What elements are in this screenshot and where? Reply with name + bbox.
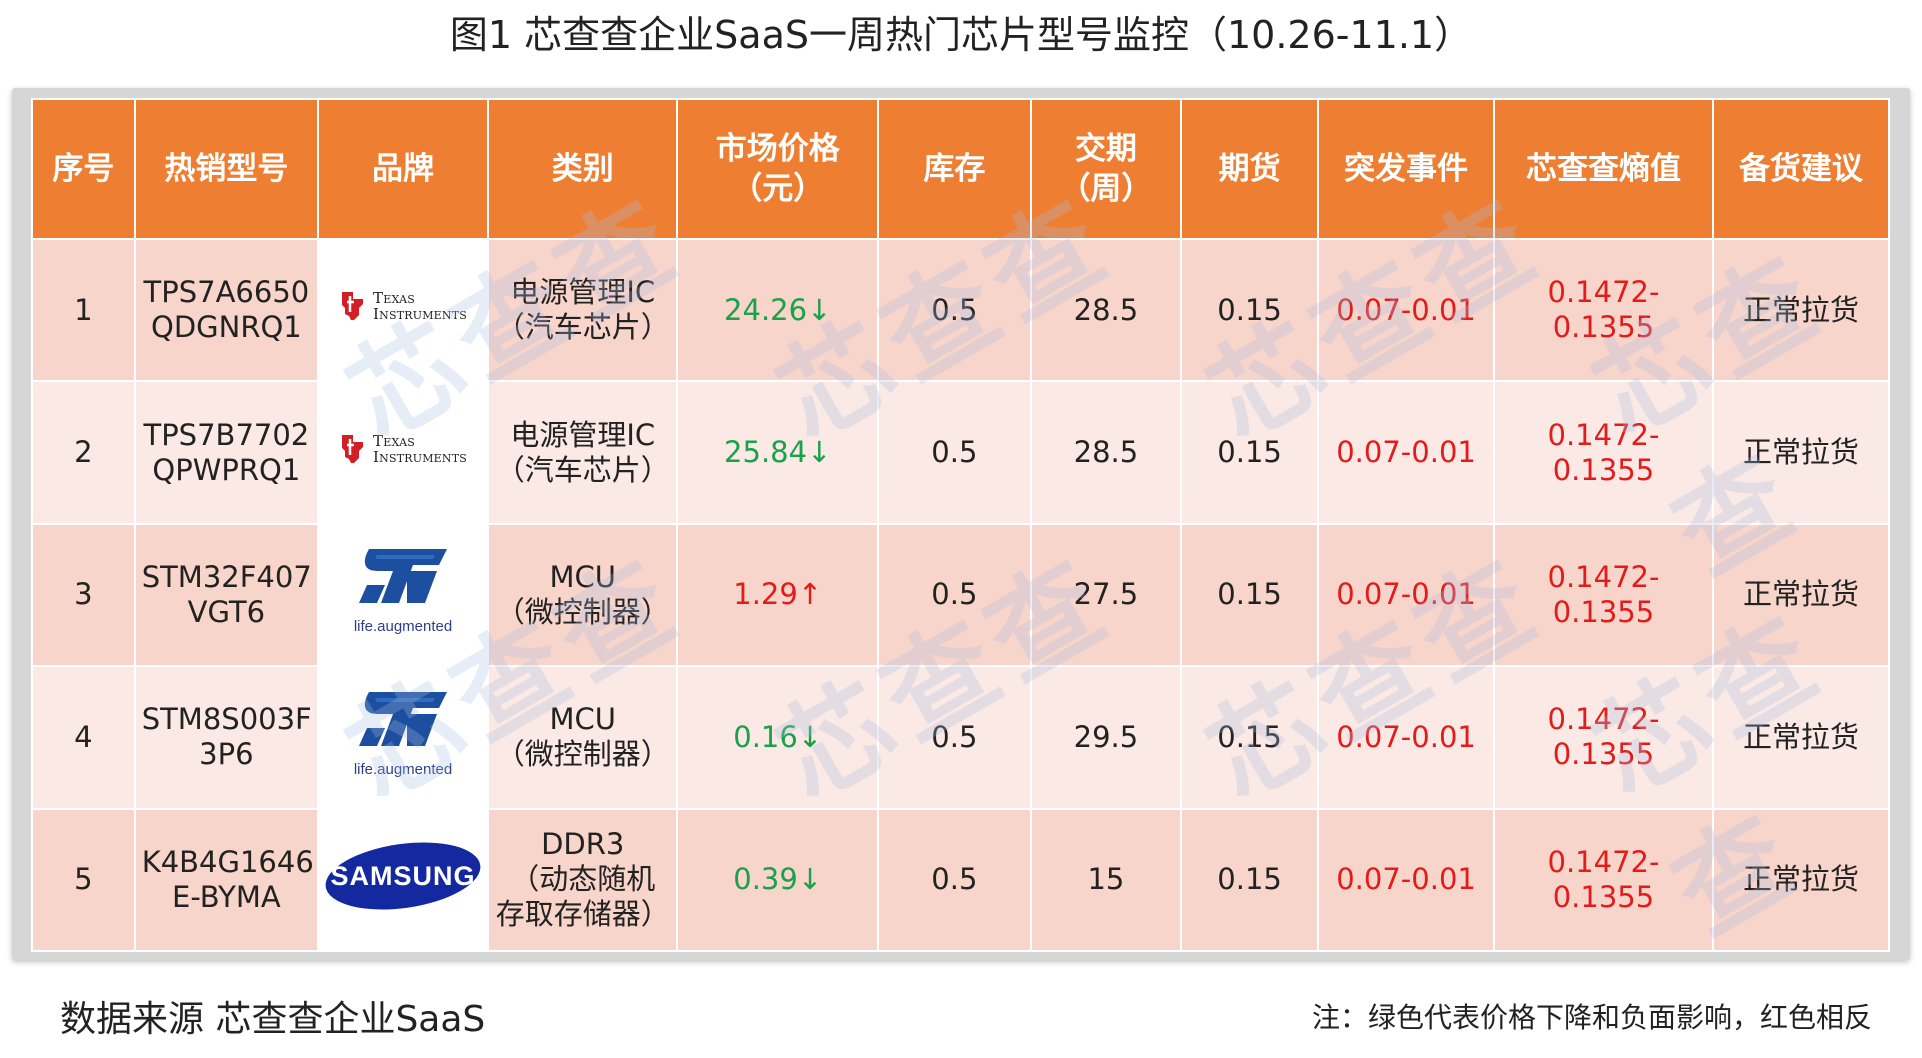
cell-model: STM8S003F 3P6	[133, 665, 320, 810]
cell-price: 0.39↓	[676, 807, 879, 953]
header-cell-category: 类别	[486, 98, 679, 240]
st-logo-mark-icon	[359, 549, 448, 604]
cell-event: 0.07-0.01	[1317, 807, 1496, 953]
cell-event: 0.07-0.01	[1317, 522, 1496, 668]
texas-instruments-logo: Texas Instruments	[339, 290, 467, 322]
cell-stock: 0.5	[876, 237, 1032, 383]
header-cell-model: 热销型号	[133, 98, 320, 240]
header-cell-stock: 库存	[876, 98, 1032, 240]
cell-futures: 0.15	[1180, 237, 1320, 383]
cell-lead-time: 29.5	[1029, 665, 1183, 810]
cell-category: 电源管理IC （汽车芯片）	[486, 237, 679, 383]
samsung-ellipse-icon: SAMSUNG	[325, 842, 481, 910]
cell-brand-logo: life.augmented	[317, 665, 489, 810]
table-row: 1 TPS7A6650 QDGNRQ1 Texas Instruments 电源管理IC…	[31, 237, 1891, 383]
cell-category: MCU （微控制器）	[486, 665, 679, 810]
cell-stock: 0.5	[876, 522, 1032, 668]
cell-advice: 正常拉货	[1711, 665, 1891, 810]
cell-index: 1	[31, 237, 136, 383]
cell-advice: 正常拉货	[1711, 380, 1891, 525]
cell-advice: 正常拉货	[1711, 807, 1891, 953]
table-row: 5 K4B4G1646 E-BYMA SAMSUNG DDR3 （动态随机 存取存储器…	[31, 807, 1891, 953]
header-cell-futures: 期货	[1180, 98, 1320, 240]
st-logo: life.augmented	[354, 688, 452, 787]
cell-event: 0.07-0.01	[1317, 237, 1496, 383]
cell-price: 25.84↓	[676, 380, 879, 525]
header-cell-brand: 品牌	[317, 98, 489, 240]
header-cell-advice: 备货建议	[1711, 98, 1891, 240]
data-source: 数据来源 芯查查企业SaaS	[60, 999, 486, 1040]
ti-logo-line2: Instruments	[373, 305, 467, 324]
cell-futures: 0.15	[1180, 665, 1320, 810]
cell-brand-logo: Texas Instruments	[317, 380, 489, 525]
st-logo-tagline: life.augmented	[353, 760, 453, 778]
cell-price: 0.16↓	[676, 665, 879, 810]
cell-event: 0.07-0.01	[1317, 665, 1496, 810]
cell-category: DDR3 （动态随机 存取存储器）	[486, 807, 679, 953]
cell-entropy: 0.1472-0.1355	[1493, 665, 1714, 810]
ti-state-icon	[342, 434, 364, 463]
cell-price: 1.29↑	[676, 522, 879, 668]
ti-logo-line1: Texas	[373, 289, 415, 308]
cell-stock: 0.5	[876, 665, 1032, 810]
cell-model: STM32F407 VGT6	[133, 522, 320, 668]
header-cell-entropy: 芯查查熵值	[1493, 98, 1714, 240]
ti-logo-line1: Texas	[373, 431, 415, 450]
cell-event: 0.07-0.01	[1317, 380, 1496, 525]
table-row: 2 TPS7B7702 QPWPRQ1 Texas Instruments 电源管理IC…	[31, 380, 1891, 525]
cell-index: 5	[31, 807, 136, 953]
cell-futures: 0.15	[1180, 380, 1320, 525]
cell-index: 4	[31, 665, 136, 810]
st-logo-tagline: life.augmented	[353, 618, 453, 636]
cell-lead-time: 27.5	[1029, 522, 1183, 668]
header-cell-lead-time: 交期 （周）	[1029, 98, 1183, 240]
header-cell-price: 市场价格 （元）	[676, 98, 879, 240]
cell-brand-logo: Texas Instruments	[317, 237, 489, 383]
table-row: 4 STM8S003F 3P6 life.augmented MCU （微控制器） 0.…	[31, 665, 1891, 810]
cell-brand-logo: life.augmented	[317, 522, 489, 668]
st-logo-mark-icon	[359, 691, 448, 746]
texas-instruments-logo: Texas Instruments	[339, 433, 467, 465]
ti-logo-line2: Instruments	[373, 447, 467, 466]
cell-model: K4B4G1646 E-BYMA	[133, 807, 320, 953]
table-header-row: 序号 热销型号 品牌 类别 市场价格 （元） 库存 交期 （周） 期货 突发事件…	[31, 98, 1891, 240]
cell-futures: 0.15	[1180, 522, 1320, 668]
header-cell-event: 突发事件	[1317, 98, 1496, 240]
header-cell-index: 序号	[31, 98, 136, 240]
cell-index: 3	[31, 522, 136, 668]
samsung-logo-text: SAMSUNG	[331, 861, 476, 891]
color-legend-note: 注：绿色代表价格下降和负面影响，红色相反	[1311, 1001, 1872, 1034]
cell-stock: 0.5	[876, 380, 1032, 525]
cell-stock: 0.5	[876, 807, 1032, 953]
cell-index: 2	[31, 380, 136, 525]
ti-state-icon	[342, 292, 364, 321]
cell-model: TPS7B7702 QPWPRQ1	[133, 380, 320, 525]
cell-entropy: 0.1472-0.1355	[1493, 380, 1714, 525]
cell-entropy: 0.1472-0.1355	[1493, 522, 1714, 668]
st-logo: life.augmented	[354, 545, 452, 644]
samsung-logo: SAMSUNG	[323, 838, 483, 922]
table-row: 3 STM32F407 VGT6 life.augmented MCU （微控制器） 1…	[31, 522, 1891, 668]
cell-advice: 正常拉货	[1711, 237, 1891, 383]
cell-category: 电源管理IC （汽车芯片）	[486, 380, 679, 525]
cell-lead-time: 28.5	[1029, 237, 1183, 383]
cell-category: MCU （微控制器）	[486, 522, 679, 668]
cell-entropy: 0.1472-0.1355	[1493, 807, 1714, 953]
cell-brand-logo: SAMSUNG	[317, 807, 489, 953]
cell-advice: 正常拉货	[1711, 522, 1891, 668]
figure-title: 图1 芯查查企业SaaS一周热门芯片型号监控（10.26-11.1）	[449, 13, 1473, 57]
cell-lead-time: 15	[1029, 807, 1183, 953]
cell-model: TPS7A6650 QDGNRQ1	[133, 237, 320, 383]
cell-lead-time: 28.5	[1029, 380, 1183, 525]
cell-entropy: 0.1472-0.1355	[1493, 237, 1714, 383]
hot-chip-table: 序号 热销型号 品牌 类别 市场价格 （元） 库存 交期 （周） 期货 突发事件…	[31, 98, 1891, 953]
cell-futures: 0.15	[1180, 807, 1320, 953]
cell-price: 24.26↓	[676, 237, 879, 383]
